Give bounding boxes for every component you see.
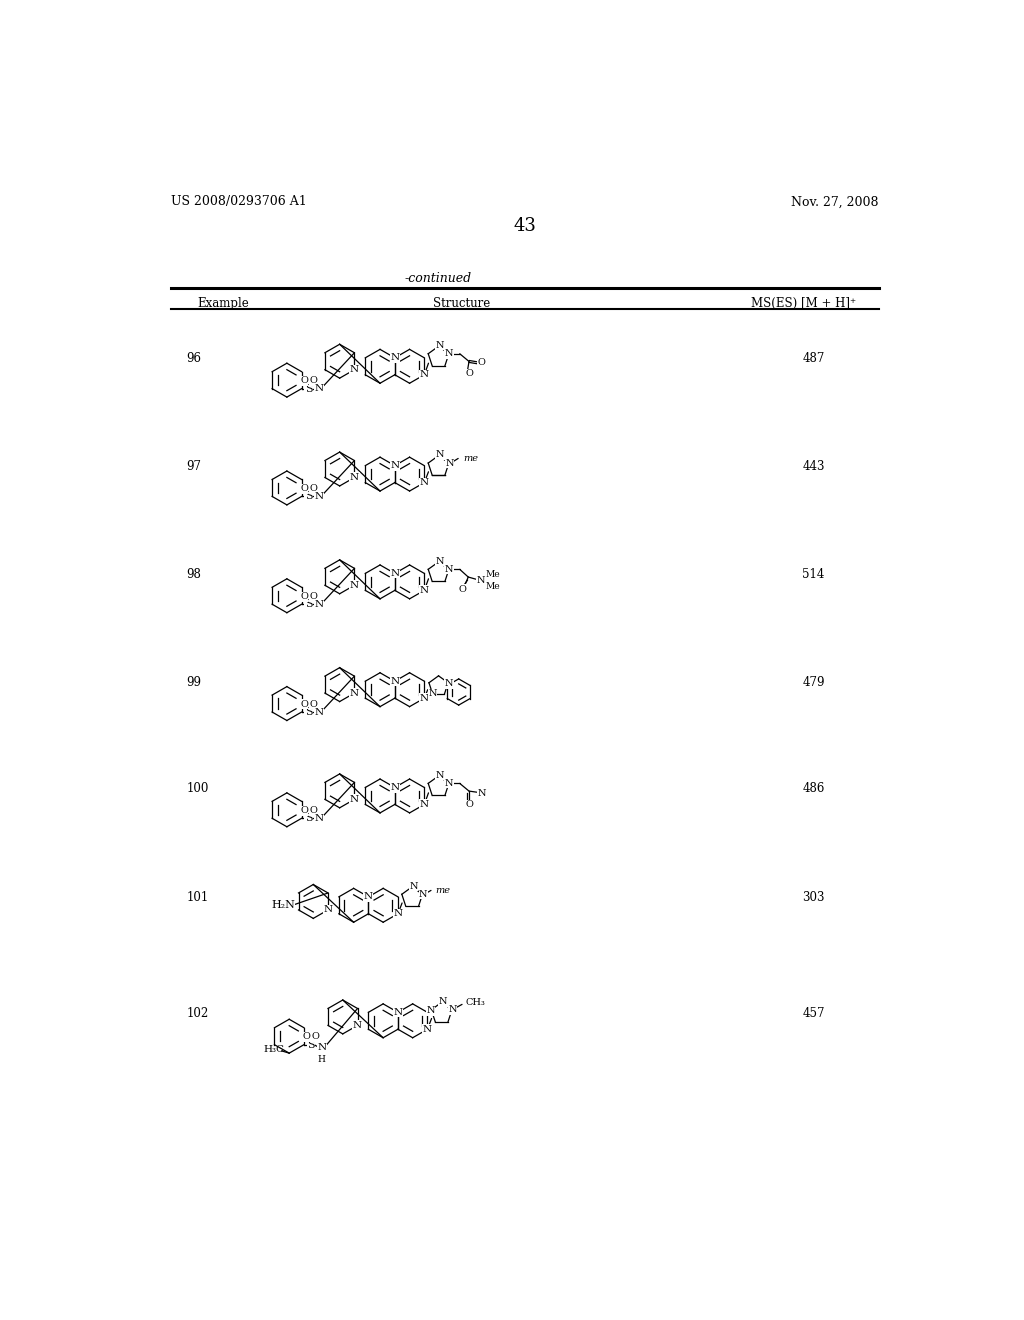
Text: N: N [436, 450, 444, 459]
Text: N: N [420, 586, 429, 595]
Text: O: O [309, 376, 317, 385]
Text: O: O [300, 376, 308, 385]
Text: N: N [439, 997, 447, 1006]
Text: N: N [393, 1008, 402, 1016]
Text: O: O [477, 359, 485, 367]
Text: N: N [436, 771, 444, 780]
Text: Me: Me [485, 570, 500, 579]
Text: N: N [420, 478, 429, 487]
Text: 98: 98 [186, 568, 201, 581]
Text: N: N [444, 350, 453, 358]
Text: N: N [423, 1024, 432, 1034]
Text: N: N [420, 371, 429, 379]
Text: 43: 43 [513, 216, 537, 235]
Text: O: O [309, 807, 317, 814]
Text: N: N [436, 557, 444, 565]
Text: N: N [444, 678, 454, 688]
Text: H₃C: H₃C [263, 1045, 285, 1053]
Text: S: S [305, 384, 312, 393]
Text: me: me [435, 886, 450, 895]
Text: N: N [426, 1006, 435, 1015]
Text: N: N [314, 492, 324, 500]
Text: me: me [463, 454, 478, 463]
Text: N: N [314, 384, 324, 393]
Text: N: N [324, 906, 333, 915]
Text: O: O [311, 1032, 319, 1041]
Text: Example: Example [198, 297, 250, 310]
Text: N: N [476, 577, 485, 585]
Text: N: N [436, 341, 444, 350]
Text: N: N [350, 366, 359, 374]
Text: Nov. 27, 2008: Nov. 27, 2008 [792, 195, 879, 209]
Text: O: O [459, 585, 467, 594]
Text: H: H [317, 1055, 326, 1064]
Text: 100: 100 [186, 781, 209, 795]
Text: N: N [390, 569, 399, 578]
Text: 101: 101 [186, 891, 208, 904]
Text: N: N [390, 461, 399, 470]
Text: N: N [478, 789, 486, 797]
Text: N: N [393, 909, 402, 919]
Text: 443: 443 [802, 461, 824, 474]
Text: 102: 102 [186, 1007, 208, 1020]
Text: N: N [445, 458, 454, 467]
Text: N: N [350, 581, 359, 590]
Text: N: N [314, 708, 324, 717]
Text: N: N [390, 783, 399, 792]
Text: N: N [444, 779, 453, 788]
Text: O: O [309, 484, 317, 494]
Text: S: S [305, 599, 312, 610]
Text: Me: Me [485, 582, 500, 591]
Text: Structure: Structure [432, 297, 489, 310]
Text: O: O [300, 700, 308, 709]
Text: 486: 486 [802, 781, 824, 795]
Text: O: O [302, 1032, 310, 1041]
Text: N: N [350, 689, 359, 697]
Text: 487: 487 [802, 352, 824, 366]
Text: N: N [314, 814, 324, 822]
Text: N: N [428, 689, 437, 698]
Text: S: S [305, 813, 312, 824]
Text: O: O [465, 370, 473, 379]
Text: US 2008/0293706 A1: US 2008/0293706 A1 [171, 195, 306, 209]
Text: O: O [300, 484, 308, 494]
Text: N: N [410, 882, 418, 891]
Text: 303: 303 [802, 891, 824, 904]
Text: N: N [353, 1020, 362, 1030]
Text: 514: 514 [802, 568, 824, 581]
Text: S: S [307, 1040, 314, 1049]
Text: 99: 99 [186, 676, 201, 689]
Text: N: N [350, 473, 359, 482]
Text: S: S [305, 491, 312, 502]
Text: N: N [390, 677, 399, 685]
Text: N: N [420, 694, 429, 702]
Text: N: N [317, 1043, 327, 1052]
Text: N: N [449, 1006, 457, 1014]
Text: N: N [314, 599, 324, 609]
Text: O: O [309, 700, 317, 709]
Text: 97: 97 [186, 461, 201, 474]
Text: N: N [364, 892, 373, 902]
Text: 479: 479 [802, 676, 824, 689]
Text: S: S [305, 708, 312, 717]
Text: H₂N: H₂N [271, 900, 295, 911]
Text: 457: 457 [802, 1007, 824, 1020]
Text: O: O [309, 593, 317, 601]
Text: N: N [444, 565, 453, 574]
Text: O: O [465, 800, 473, 809]
Text: O: O [300, 593, 308, 601]
Text: CH₃: CH₃ [466, 998, 485, 1007]
Text: N: N [420, 800, 429, 809]
Text: N: N [419, 890, 427, 899]
Text: MS(ES) [M + H]⁺: MS(ES) [M + H]⁺ [752, 297, 856, 310]
Text: -continued: -continued [404, 272, 472, 285]
Text: O: O [300, 807, 308, 814]
Text: N: N [390, 354, 399, 362]
Text: N: N [350, 795, 359, 804]
Text: 96: 96 [186, 352, 201, 366]
